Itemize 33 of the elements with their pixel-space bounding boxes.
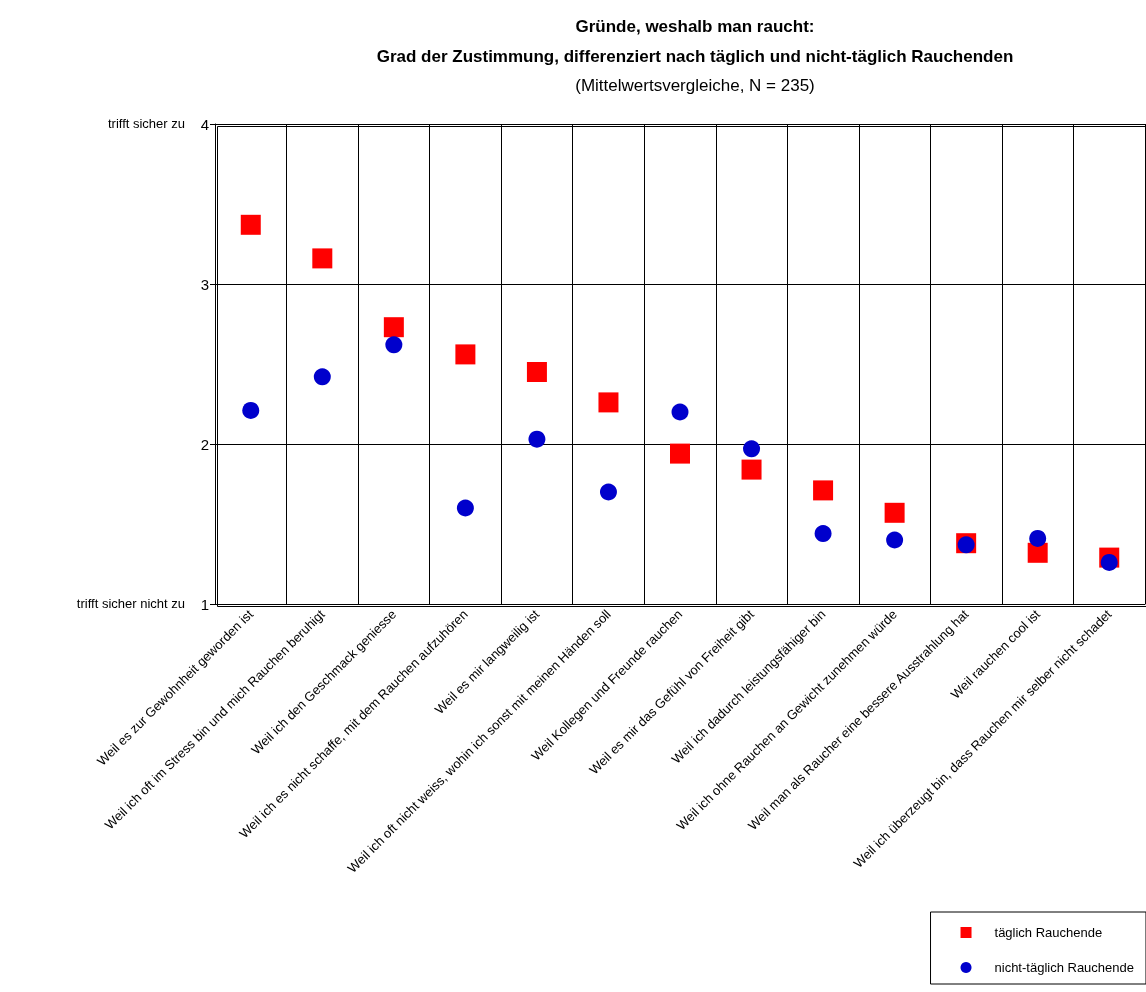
point [1029, 529, 1047, 547]
point [455, 344, 476, 365]
point [814, 525, 832, 543]
point [741, 459, 762, 480]
point [528, 430, 546, 448]
point [598, 392, 619, 413]
point [813, 480, 834, 501]
legend-label: täglich Rauchende [994, 925, 1103, 940]
point [383, 317, 404, 338]
point [456, 499, 474, 517]
text: trifft sicher nicht zu [76, 596, 186, 611]
point [743, 440, 761, 458]
point [526, 362, 547, 382]
point [313, 368, 331, 386]
point [599, 483, 617, 501]
point [670, 443, 690, 464]
point [312, 248, 333, 269]
y-tick-label: 4 [200, 115, 209, 133]
point [242, 401, 260, 419]
y-tick-label: 1 [200, 595, 209, 613]
point [671, 403, 689, 421]
chart-title: Gründe, weshalb man raucht: Grad der Zustimmung, differenziert nach täglich und nicht-täglich Rauchenden [376, 16, 1014, 66]
point [1100, 553, 1118, 571]
point [1027, 542, 1048, 563]
chart-subtitle: (Mittelwertsvergleiche, N = 235) [575, 76, 815, 95]
point [886, 531, 904, 549]
y-tick-label: 3 [200, 275, 209, 293]
y-tick-label: 2 [200, 435, 209, 453]
point [240, 214, 261, 235]
text: trifft sicher zu [107, 116, 185, 131]
point [385, 336, 403, 354]
legend-label: nicht-täglich Rauchende [994, 960, 1135, 975]
point [884, 502, 905, 523]
